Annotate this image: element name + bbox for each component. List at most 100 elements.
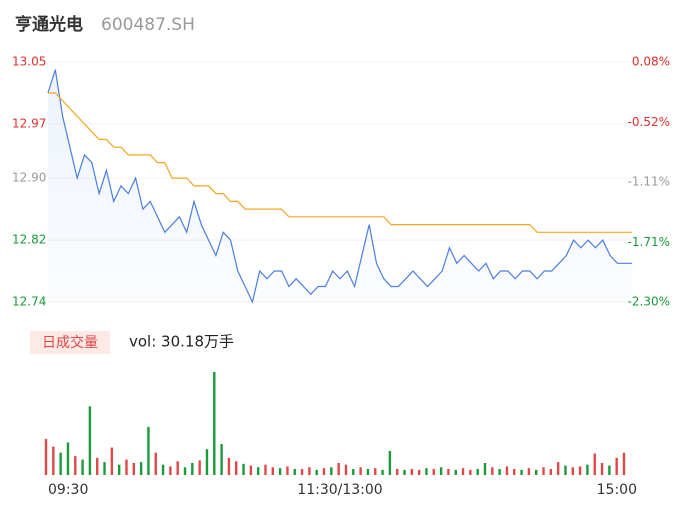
stock-code: 600487.SH bbox=[101, 15, 195, 35]
volume-bar bbox=[132, 462, 135, 475]
y2-tick-label: -1.11% bbox=[628, 175, 670, 189]
price-area bbox=[48, 69, 632, 302]
volume-bar bbox=[483, 462, 487, 475]
volume-bar bbox=[498, 468, 501, 475]
stock-name: 亨通光电 bbox=[15, 14, 83, 35]
volume-total: vol: 30.18万手 bbox=[129, 333, 234, 351]
volume-bar bbox=[505, 466, 509, 475]
volume-bar bbox=[278, 468, 282, 475]
x-tick-label: 15:00 bbox=[597, 482, 637, 498]
y2-tick-label: -1.71% bbox=[628, 235, 670, 249]
average-line bbox=[48, 92, 632, 233]
volume-bar bbox=[527, 468, 531, 475]
volume-bar bbox=[403, 469, 406, 475]
volume-bar bbox=[447, 468, 450, 475]
volume-bar bbox=[476, 468, 479, 475]
volume-bar bbox=[359, 467, 362, 475]
volume-bar bbox=[227, 457, 231, 475]
y-tick-label: 13.05 bbox=[12, 55, 46, 69]
volume-bar bbox=[461, 468, 465, 475]
volume-bar bbox=[366, 468, 370, 475]
volume-bar bbox=[439, 467, 443, 475]
volume-bar bbox=[454, 469, 457, 475]
volume-bar bbox=[52, 446, 55, 475]
volume-bar bbox=[410, 468, 414, 475]
volume-bar bbox=[608, 465, 611, 475]
volume-bar bbox=[176, 461, 179, 475]
volume-bar bbox=[139, 462, 143, 475]
volume-bar bbox=[191, 462, 194, 475]
volume-bar bbox=[271, 467, 275, 475]
volume-bar bbox=[615, 457, 618, 475]
volume-bar bbox=[242, 463, 245, 475]
volume-bar bbox=[117, 464, 121, 475]
volume-badge bbox=[30, 331, 110, 354]
volume-bar bbox=[59, 452, 62, 475]
volume-bar bbox=[220, 444, 223, 475]
volume-bar bbox=[103, 462, 106, 475]
volume-bar bbox=[352, 468, 355, 475]
volume-bar bbox=[513, 468, 516, 475]
y2-tick-label: 0.08% bbox=[632, 55, 670, 69]
volume-bar bbox=[213, 372, 216, 475]
volume-bar bbox=[256, 467, 260, 475]
volume-bar bbox=[381, 469, 384, 475]
volume-bar bbox=[308, 467, 311, 475]
volume-title: 日成交量 bbox=[42, 334, 98, 351]
volume-bar bbox=[147, 426, 150, 475]
volume-bar bbox=[549, 468, 553, 475]
volume-bar bbox=[81, 459, 84, 475]
volume-bar bbox=[125, 459, 128, 475]
volume-bar bbox=[600, 462, 604, 475]
volume-bar bbox=[286, 466, 289, 475]
volume-bar bbox=[44, 438, 48, 475]
y-tick-label: 12.74 bbox=[12, 295, 46, 309]
volume-bar bbox=[169, 466, 172, 475]
volume-bar bbox=[578, 466, 582, 475]
volume-bar bbox=[432, 468, 435, 475]
volume-bar bbox=[183, 467, 187, 475]
volume-bar bbox=[344, 464, 348, 475]
volume-bar bbox=[264, 464, 267, 475]
volume-bar bbox=[154, 452, 157, 475]
volume-bar bbox=[520, 469, 523, 475]
volume-bar bbox=[235, 461, 238, 475]
volume-bar bbox=[88, 406, 92, 475]
volume-bar bbox=[564, 465, 567, 475]
x-tick-label: 11:30/13:00 bbox=[297, 482, 382, 498]
volume-bar bbox=[315, 469, 318, 475]
volume-bar bbox=[586, 464, 589, 475]
volume-bar bbox=[535, 469, 538, 475]
volume-bar bbox=[322, 468, 326, 475]
volume-bar bbox=[66, 442, 70, 475]
x-tick-label: 09:30 bbox=[48, 482, 88, 498]
volume-bar bbox=[74, 456, 77, 475]
volume-bar bbox=[337, 462, 340, 475]
volume-bar bbox=[395, 468, 399, 475]
y2-tick-label: -2.30% bbox=[628, 295, 670, 309]
volume-bar bbox=[198, 460, 201, 475]
y2-tick-label: -0.52% bbox=[628, 115, 670, 129]
volume-bar bbox=[571, 467, 574, 475]
volume-bar bbox=[161, 464, 165, 475]
volume-bar bbox=[425, 468, 428, 475]
volume-bar bbox=[556, 462, 560, 475]
volume-bar bbox=[205, 449, 209, 475]
y-tick-label: 12.90 bbox=[12, 171, 46, 185]
volume-bar bbox=[96, 457, 99, 475]
price-line bbox=[47, 69, 632, 304]
y-tick-label: 12.82 bbox=[12, 233, 46, 247]
volume-bar bbox=[542, 467, 545, 475]
volume-bar bbox=[388, 450, 392, 475]
y-tick-label: 12.97 bbox=[12, 116, 46, 130]
volume-bar bbox=[417, 469, 421, 475]
volume-bar bbox=[593, 453, 596, 475]
volume-bar bbox=[110, 447, 114, 475]
volume-bar bbox=[374, 468, 377, 475]
volume-bar bbox=[622, 452, 626, 475]
volume-bar bbox=[469, 469, 472, 475]
volume-bar bbox=[293, 468, 296, 475]
volume-bar bbox=[249, 465, 253, 475]
volume-bar bbox=[491, 467, 494, 475]
